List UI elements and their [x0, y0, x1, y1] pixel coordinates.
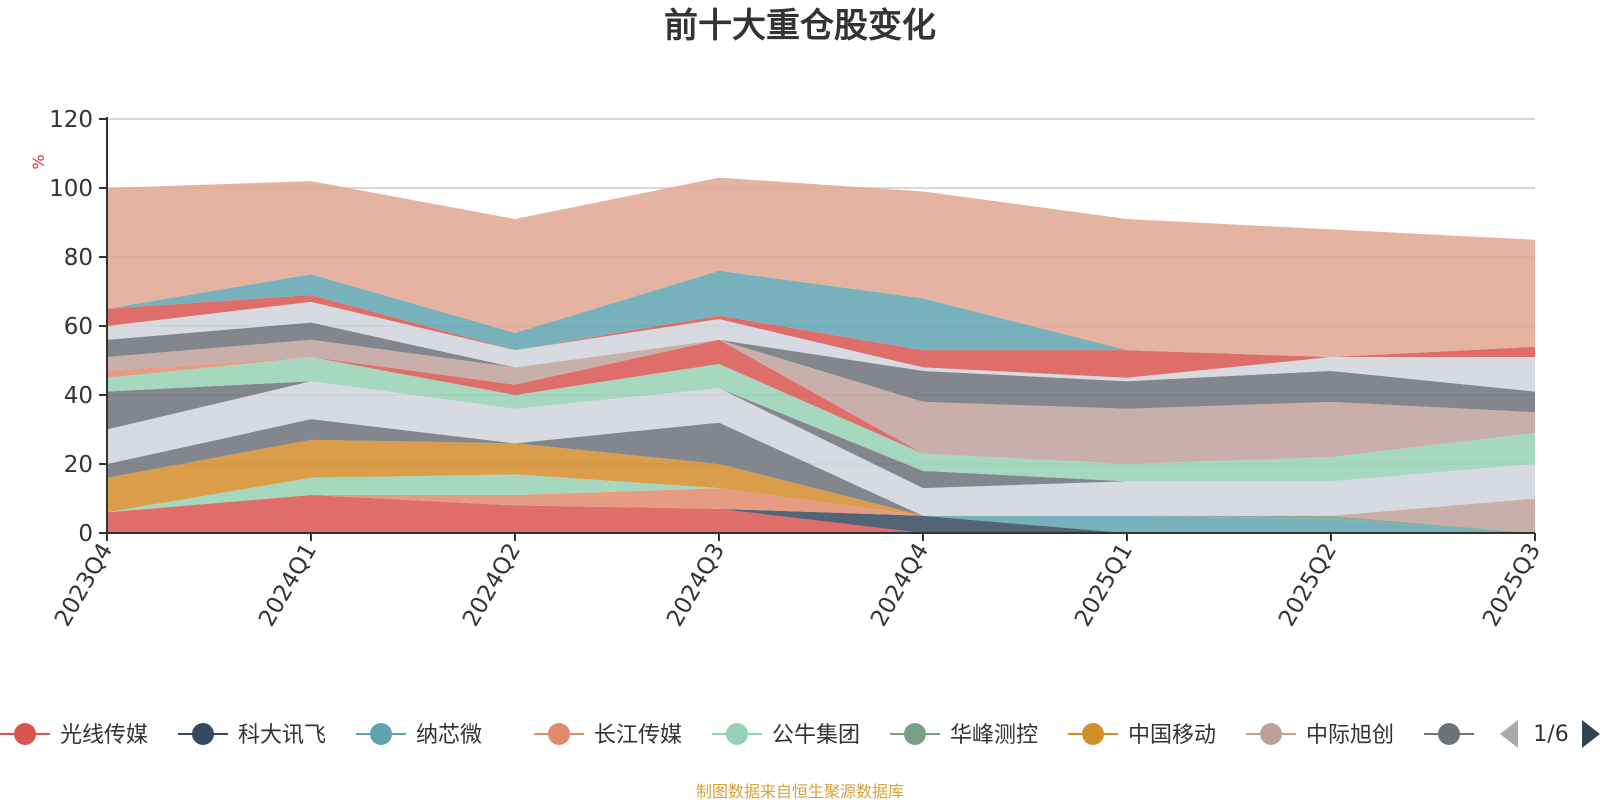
footer-source: 制图数据来自恒生聚源数据库	[695, 782, 904, 801]
area-series-20	[107, 177, 1535, 358]
x-tick-label: 2025Q2	[1274, 539, 1342, 631]
legend-item[interactable]: 长江传媒	[534, 723, 682, 748]
area-series-7	[107, 439, 1535, 533]
legend-marker-icon	[192, 723, 214, 745]
legend-item[interactable]: 科大讯飞	[178, 723, 326, 748]
area-series-16	[107, 322, 1535, 413]
area-series-14	[107, 339, 1535, 464]
legend: 光线传媒 科大讯飞 纳芯微 长江传媒 公牛集团 华峰测控 中国移动 中际旭创 传音控股 1/6	[0, 720, 1600, 748]
legend-label: 华峰测控	[950, 723, 1038, 748]
legend-label: 公牛集团	[772, 723, 860, 748]
x-tick-label: 2024Q3	[662, 539, 730, 631]
area-series	[107, 177, 1535, 533]
legend-item[interactable]: 华峰测控	[890, 723, 1038, 748]
legend-marker-icon	[370, 723, 392, 745]
legend-item[interactable]: 公牛集团	[712, 723, 860, 748]
area-series-18	[107, 294, 1535, 378]
legend-marker-icon	[548, 723, 570, 745]
legend-item[interactable]: 光线传媒	[0, 723, 148, 748]
y-tick-label: 40	[64, 383, 93, 409]
legend-item[interactable]: 中国移动	[1068, 723, 1216, 748]
area-series-2	[107, 495, 1535, 533]
legend-label: 纳芯微	[416, 723, 482, 748]
x-tick-label: 2023Q4	[50, 539, 118, 631]
area-series-17	[107, 301, 1535, 392]
area-series-15	[107, 339, 1535, 464]
legend-item[interactable]: 传音控股	[1424, 723, 1572, 748]
y-tick-label: 100	[49, 176, 93, 202]
area-series-3	[107, 495, 1535, 533]
legend-item[interactable]: 纳芯微	[356, 723, 482, 748]
area-series-5	[107, 474, 1535, 533]
area-series-1	[107, 495, 1535, 533]
legend-marker-icon	[1438, 723, 1460, 745]
area-series-10	[107, 381, 1535, 516]
legend-label: 中国移动	[1128, 723, 1216, 748]
legend-marker-icon	[14, 723, 36, 745]
y-tick-label: 20	[64, 452, 93, 478]
area-series-19	[107, 270, 1535, 358]
next-page-icon[interactable]	[1582, 720, 1600, 748]
chart-svg: 前十大重仓股变化 % 0 20 40 60 80 100 120 2023Q4 2024Q1 20…	[29, 6, 1546, 631]
area-series-12	[107, 357, 1535, 482]
legend-label: 科大讯飞	[238, 723, 326, 748]
x-tick-label: 2025Q1	[1070, 539, 1138, 631]
x-tick-label: 2024Q4	[866, 539, 934, 631]
legend-page-indicator: 1/6	[1533, 722, 1568, 747]
x-tick-label: 2024Q1	[254, 539, 322, 631]
x-tick-label: 2025Q3	[1478, 539, 1546, 631]
prev-page-icon[interactable]	[1500, 720, 1518, 748]
y-tick-label: 0	[78, 521, 93, 547]
y-tick-label: 80	[64, 245, 93, 271]
legend-label: 中际旭创	[1306, 723, 1394, 748]
legend-label: 光线传媒	[60, 723, 148, 748]
area-series-11	[107, 381, 1535, 489]
legend-marker-icon	[1082, 723, 1104, 745]
y-tick-label: 60	[64, 314, 93, 340]
legend-item[interactable]: 中际旭创	[1246, 723, 1394, 748]
area-series-4	[107, 488, 1535, 533]
legend-marker-icon	[1260, 723, 1282, 745]
y-tick-label: 120	[49, 107, 93, 133]
legend-marker-icon	[904, 723, 926, 745]
chart-title: 前十大重仓股变化	[664, 6, 936, 46]
y-axis-label: %	[29, 154, 48, 169]
legend-marker-icon	[726, 723, 748, 745]
legend-label: 长江传媒	[594, 723, 682, 748]
x-tick-label: 2024Q2	[458, 539, 526, 631]
